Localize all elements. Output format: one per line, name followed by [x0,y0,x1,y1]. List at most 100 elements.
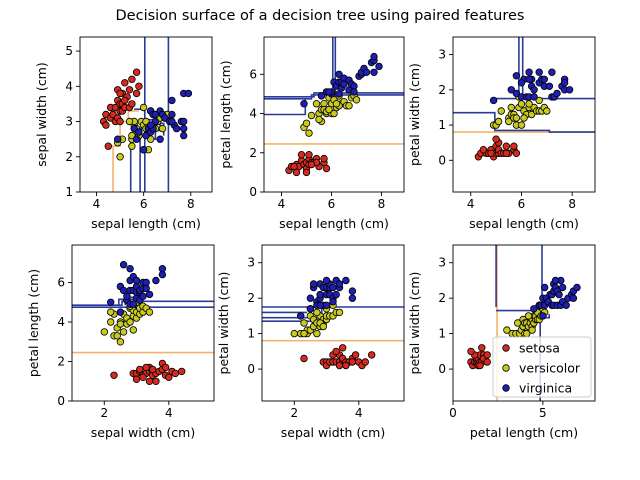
point-versicolor [307,111,316,120]
point-virginica [562,301,570,309]
point-setosa [351,351,360,359]
point-setosa [297,150,306,159]
x-axis-label: sepal width (cm) [281,425,385,440]
y-axis-label: petal length (cm) [218,60,233,168]
point-setosa [142,363,150,372]
point-virginica [151,110,160,119]
point-setosa [128,75,136,83]
y-tick-label: 0 [438,362,446,376]
point-virginica [123,292,131,300]
x-tick-label: 8 [187,197,195,211]
point-setosa [512,149,521,157]
boundary-line-3 [264,92,404,98]
x-tick-label: 0 [449,406,457,420]
y-tick-label: 3 [438,256,446,270]
point-versicolor [332,99,341,108]
point-versicolor [116,338,125,346]
point-virginica [322,301,331,309]
point-virginica [129,300,137,308]
point-versicolor [100,328,108,336]
subplot-5: 2 4 0 1 2 3 sepal width (cm) petal width (cm) [216,244,405,440]
point-virginica [348,287,357,295]
point-virginica [156,135,164,143]
point-virginica [132,135,141,143]
point-versicolor [505,117,513,126]
point-virginica [306,305,315,313]
y-tick-label: 2 [65,150,73,164]
point-setosa [132,375,141,383]
axes-frame [79,36,213,193]
x-tick-label: 4 [467,197,475,211]
point-setosa [368,351,376,359]
y-tick-label: 4 [249,107,257,121]
point-virginica [512,72,521,80]
point-setosa [110,371,118,379]
point-virginica [119,261,128,269]
point-virginica [179,117,188,126]
scatter-points [474,68,574,161]
point-versicolor [325,105,333,114]
point-virginica [113,135,122,143]
point-versicolor [302,119,311,127]
point-versicolor [300,319,308,327]
point-setosa [476,361,484,370]
point-virginica [332,290,340,299]
y-axis-label: sepal width (cm) [34,62,49,166]
point-virginica [539,312,547,320]
point-setosa [483,351,491,359]
x-tick-label: 6 [328,197,336,211]
point-virginica [551,276,560,285]
point-virginica [309,280,318,288]
y-tick-label: 4 [65,79,73,93]
point-virginica [325,88,333,96]
point-versicolor [514,319,522,327]
point-virginica [168,117,176,126]
point-versicolor [145,308,154,316]
point-virginica [525,68,533,76]
point-virginica [535,68,543,76]
point-virginica [132,276,141,285]
point-setosa [121,79,129,87]
point-versicolor [315,115,323,124]
point-virginica [152,276,160,285]
point-setosa [116,117,124,126]
point-setosa [510,142,518,150]
point-versicolor [352,96,361,104]
point-versicolor [128,142,136,150]
point-versicolor [313,329,321,338]
point-virginica [530,93,538,101]
point-virginica [106,298,115,306]
point-setosa [302,168,311,177]
point-setosa [492,135,500,143]
point-virginica [530,305,538,313]
point-virginica [329,283,337,292]
point-virginica [540,75,548,83]
point-setosa [165,373,173,381]
subplot-2: 4 6 8 0 2 4 6 sepal length (cm) petal length (cm… [218,36,405,231]
x-tick-label: 4 [355,406,363,420]
x-tick-label: 8 [568,197,576,211]
point-setosa [152,377,160,385]
point-virginica [335,90,343,98]
point-versicolor [139,103,148,112]
point-virginica [560,79,569,87]
point-virginica [370,52,378,61]
y-tick-label: 4 [57,315,65,329]
point-virginica [146,121,155,129]
y-tick-label: 2 [57,355,65,369]
y-axis-label: petal length (cm) [26,269,41,377]
y-axis-label: petal width (cm) [407,63,422,166]
point-virginica [548,68,556,76]
point-setosa [467,347,475,356]
point-versicolor [300,329,308,338]
point-virginica [158,265,167,273]
scatter-points [100,261,186,385]
point-virginica [530,86,538,94]
y-tick-label: 2 [247,291,255,305]
point-virginica [335,280,344,288]
legend-marker-setosa [502,344,510,352]
point-virginica [139,292,147,300]
point-versicolor [116,153,124,161]
point-virginica [362,68,371,76]
